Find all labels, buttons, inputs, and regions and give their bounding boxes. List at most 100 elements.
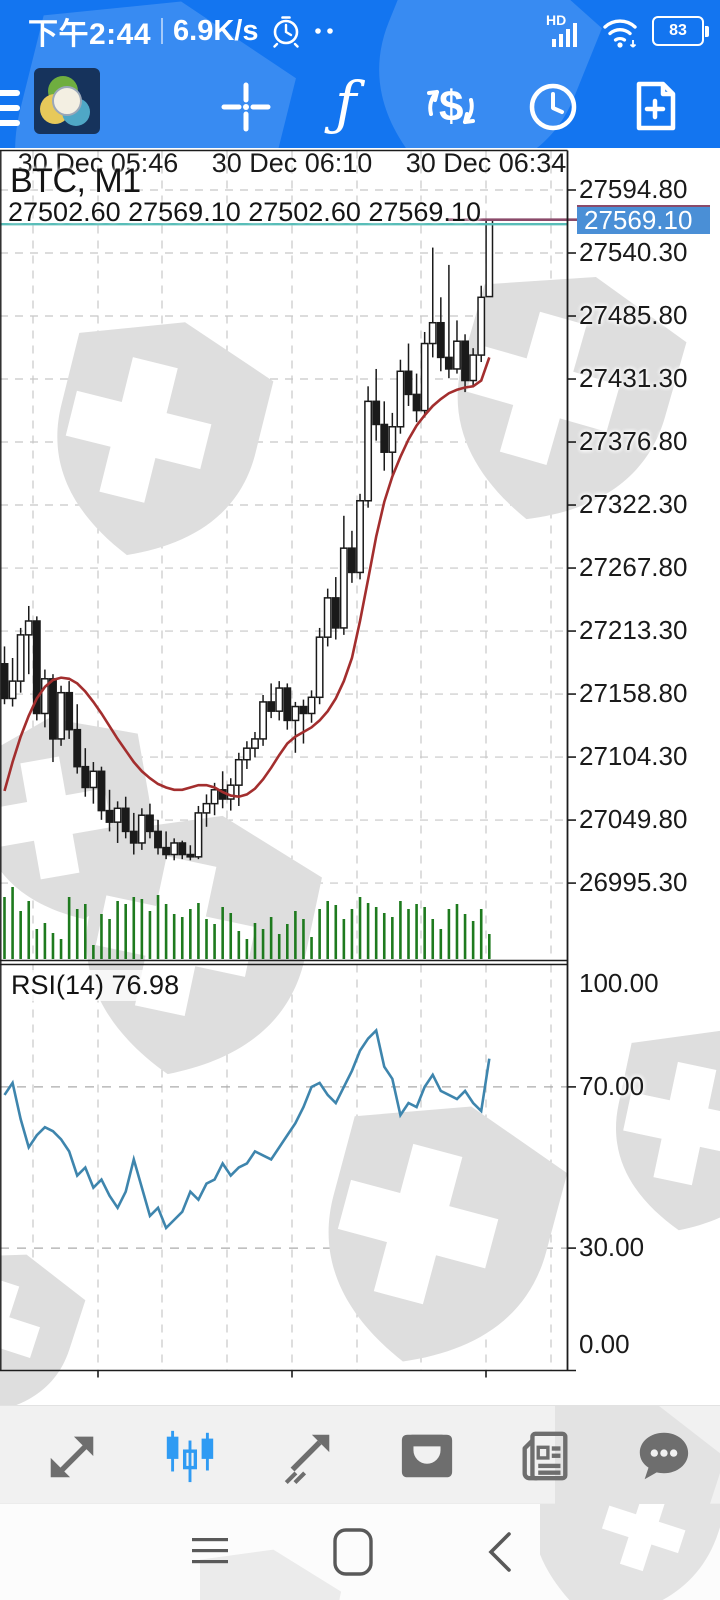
time-axis-label: 30 Dec 06:10 bbox=[211, 148, 373, 178]
candle bbox=[170, 842, 179, 856]
candle bbox=[388, 426, 397, 453]
network-speed: 6.9K/s bbox=[173, 14, 259, 47]
price-axis-label: 27540.30 bbox=[579, 237, 688, 267]
candle bbox=[0, 663, 9, 700]
clock-icon[interactable] bbox=[517, 76, 589, 138]
notification-dots-icon bbox=[314, 28, 333, 34]
candle bbox=[299, 705, 308, 715]
candle bbox=[129, 830, 138, 844]
crosshair-icon[interactable] bbox=[210, 76, 282, 138]
candle bbox=[8, 680, 17, 700]
price-axis-label: 27267.80 bbox=[579, 552, 688, 583]
candle bbox=[73, 728, 82, 768]
indicators-f-icon[interactable]: ƒ bbox=[312, 76, 384, 138]
wifi-icon bbox=[603, 19, 637, 48]
candle bbox=[251, 738, 259, 749]
alarm-icon bbox=[272, 16, 299, 48]
home-button[interactable] bbox=[323, 1524, 383, 1580]
candle bbox=[307, 696, 316, 715]
candle bbox=[275, 687, 284, 712]
candle bbox=[113, 807, 122, 823]
candle bbox=[49, 678, 57, 740]
candle bbox=[202, 802, 211, 814]
tab-charts[interactable] bbox=[150, 1424, 230, 1488]
toolbar: ƒ $ bbox=[0, 62, 720, 148]
price-axis-label: 27485.80 bbox=[579, 300, 688, 330]
price-chart-canvas[interactable] bbox=[0, 148, 720, 1405]
price-axis-label: 27322.30 bbox=[579, 489, 688, 520]
watermark-shield bbox=[540, 1504, 720, 1600]
candle bbox=[162, 846, 171, 856]
tab-history[interactable] bbox=[387, 1424, 467, 1488]
candle bbox=[404, 370, 413, 396]
bottom-nav bbox=[0, 1405, 720, 1504]
battery-nub bbox=[705, 25, 709, 37]
candle bbox=[226, 784, 235, 800]
current-price-badge: 27569.10 bbox=[577, 204, 710, 235]
candle bbox=[16, 634, 25, 682]
candle bbox=[81, 765, 90, 789]
tab-quotes[interactable] bbox=[32, 1424, 112, 1488]
candle bbox=[356, 500, 364, 574]
ma-line bbox=[3, 356, 491, 799]
back-button[interactable] bbox=[470, 1524, 530, 1580]
candle bbox=[267, 701, 276, 712]
app-logo[interactable] bbox=[34, 68, 100, 134]
app-header: 下午2:44 6.9K/s HD bbox=[0, 0, 720, 148]
price-axis-label: 27213.30 bbox=[579, 615, 688, 646]
tab-messages[interactable] bbox=[623, 1424, 703, 1488]
candle bbox=[40, 678, 49, 715]
candle bbox=[105, 809, 114, 823]
svg-text:ƒ: ƒ bbox=[324, 77, 366, 137]
watermark-shield bbox=[86, 815, 322, 1075]
price-axis-label: 26995.30 bbox=[579, 867, 688, 898]
chart-region[interactable]: 27594.80 27540.30 27485.80 27431.30 27376.80… bbox=[0, 148, 720, 1405]
candle bbox=[364, 400, 373, 502]
candle bbox=[339, 547, 348, 629]
price-axis-label: 27594.80 bbox=[579, 174, 688, 204]
new-order-icon[interactable] bbox=[619, 76, 691, 138]
candle bbox=[186, 853, 195, 858]
trade-dollar-icon[interactable]: $ bbox=[415, 76, 487, 138]
candle bbox=[210, 789, 219, 805]
watermark-shield bbox=[457, 276, 687, 520]
candle bbox=[396, 370, 405, 428]
status-divider bbox=[161, 18, 164, 44]
rsi-axis-label: 0.00 bbox=[579, 1329, 630, 1359]
candle bbox=[412, 393, 421, 412]
candle bbox=[436, 321, 445, 359]
price-axis-label: 27158.80 bbox=[579, 678, 688, 709]
candle bbox=[331, 597, 340, 629]
candle bbox=[461, 340, 470, 382]
candle bbox=[154, 830, 162, 849]
menu-icon[interactable] bbox=[0, 86, 28, 135]
price-axis-label: 27104.30 bbox=[579, 741, 688, 772]
candle bbox=[323, 597, 332, 638]
hd-label: HD bbox=[546, 12, 566, 28]
tab-trade[interactable] bbox=[268, 1424, 348, 1488]
candle bbox=[89, 770, 98, 789]
price-axis-label: 27049.80 bbox=[579, 804, 688, 835]
rsi-axis-label: 100.00 bbox=[579, 968, 659, 998]
candle bbox=[428, 321, 437, 345]
rsi-indicator-label: RSI(14) 76.98 bbox=[8, 970, 183, 1001]
battery-percent: 83 bbox=[669, 22, 687, 39]
candle bbox=[121, 807, 130, 833]
price-axis-label: 27431.30 bbox=[579, 363, 688, 394]
time-axis-label: 30 Dec 05:46 bbox=[17, 148, 179, 178]
price-axis-label: 27376.80 bbox=[579, 426, 688, 457]
tab-news[interactable] bbox=[505, 1424, 585, 1488]
rsi-line bbox=[3, 1027, 491, 1231]
status-bar: 下午2:44 6.9K/s HD bbox=[0, 0, 720, 62]
status-time: 下午2:44 bbox=[28, 18, 152, 51]
recents-menu-button[interactable] bbox=[180, 1524, 240, 1580]
chart-ohlc-values: 27502.60 27569.10 27502.60 27569.10 bbox=[8, 197, 481, 227]
time-axis-label: 30 Dec 06:34 bbox=[405, 148, 567, 178]
signal-strength-icon: HD bbox=[546, 12, 577, 47]
android-nav-bar bbox=[0, 1503, 720, 1600]
candle bbox=[453, 340, 461, 370]
candle bbox=[32, 620, 41, 715]
candle bbox=[315, 636, 324, 699]
candle bbox=[137, 814, 146, 844]
